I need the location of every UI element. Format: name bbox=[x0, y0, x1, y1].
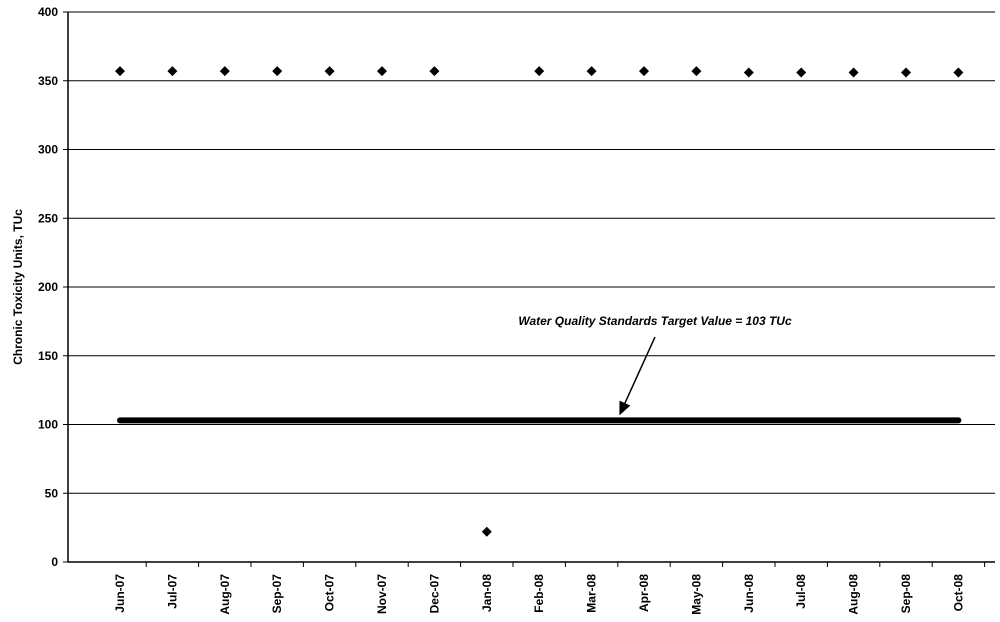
y-tick-label: 50 bbox=[45, 486, 59, 500]
x-tick-label: Apr-08 bbox=[637, 574, 651, 612]
x-tick-label: Jun-07 bbox=[113, 574, 127, 613]
x-tick-label: Aug-08 bbox=[847, 574, 861, 615]
y-tick-label: 300 bbox=[38, 143, 58, 157]
marker bbox=[796, 67, 807, 78]
x-tick-label: Nov-07 bbox=[375, 574, 389, 614]
marker bbox=[901, 67, 911, 78]
x-tick-label: Jul-07 bbox=[165, 574, 179, 609]
marker bbox=[586, 66, 597, 77]
y-tick-label: 150 bbox=[38, 349, 58, 363]
y-axis-label: Chronic Toxicity Units, TUc bbox=[11, 209, 25, 365]
x-tick-label: May-08 bbox=[689, 574, 703, 615]
marker bbox=[219, 66, 230, 77]
marker bbox=[429, 66, 440, 77]
x-tick-label: Sep-08 bbox=[899, 574, 913, 614]
marker bbox=[272, 66, 283, 77]
x-tick-label: Jun-08 bbox=[742, 574, 756, 613]
x-tick-label: Jan-08 bbox=[480, 574, 494, 612]
y-tick-label: 200 bbox=[38, 280, 58, 294]
x-tick-label: Dec-07 bbox=[427, 574, 441, 614]
x-tick-label: Oct-08 bbox=[951, 574, 965, 612]
x-tick-label: Jul-08 bbox=[794, 574, 808, 609]
x-tick-label: Sep-07 bbox=[270, 574, 284, 614]
marker bbox=[691, 66, 702, 77]
y-tick-label: 0 bbox=[51, 555, 58, 569]
marker bbox=[481, 526, 492, 537]
x-tick-label: Feb-08 bbox=[532, 574, 546, 613]
annotation-arrow bbox=[619, 336, 656, 416]
y-tick-label: 100 bbox=[38, 418, 58, 432]
x-tick-label: Mar-08 bbox=[585, 574, 599, 613]
marker bbox=[534, 66, 545, 77]
marker bbox=[377, 66, 387, 77]
y-tick-label: 250 bbox=[38, 211, 58, 225]
x-tick-label: Oct-07 bbox=[323, 574, 337, 612]
marker bbox=[953, 67, 964, 78]
annotation: Water Quality Standards Target Value = 1… bbox=[518, 314, 792, 328]
marker bbox=[324, 66, 335, 77]
marker bbox=[743, 67, 754, 78]
marker bbox=[167, 66, 178, 77]
y-tick-label: 400 bbox=[38, 5, 58, 19]
marker bbox=[639, 66, 649, 77]
marker bbox=[848, 67, 859, 78]
y-tick-label: 350 bbox=[38, 74, 58, 88]
marker bbox=[115, 66, 125, 77]
x-tick-label: Aug-07 bbox=[218, 574, 232, 615]
